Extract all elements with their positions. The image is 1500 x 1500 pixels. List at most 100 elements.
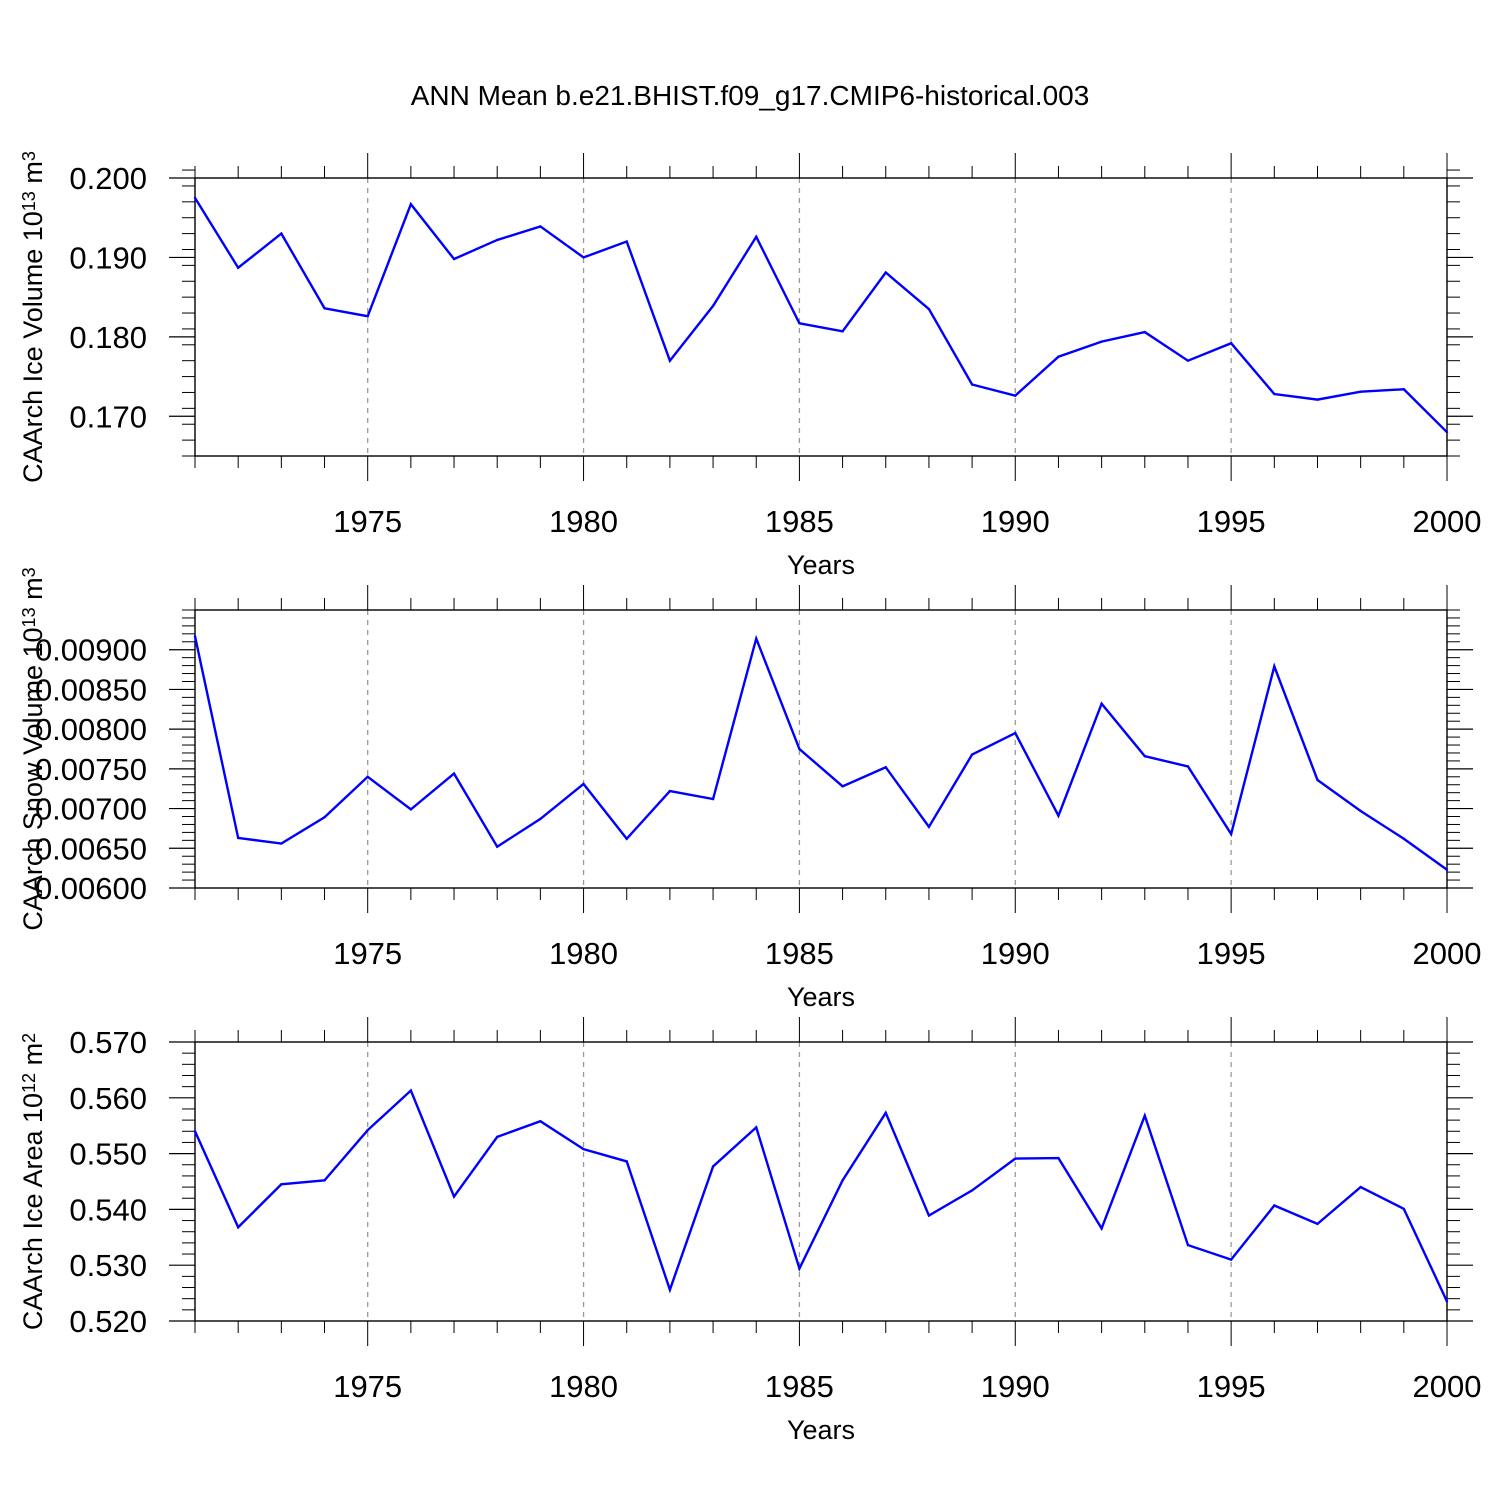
y-tick-label: 0.540 [69,1192,147,1227]
y-tick-label: 0.00800 [35,712,147,747]
data-point [1316,1222,1319,1226]
x-tick-label: 1975 [333,936,402,971]
panel-2: 0.00600 0.00650 0.00700 0.00750 0.00800 0.008… [18,567,1481,1012]
data-point [236,836,240,840]
data-point [711,797,715,801]
plot-frame [194,177,1448,457]
y-tick-label: 0.00750 [35,752,147,787]
data-point [1100,340,1103,343]
y-tick-label: 0.570 [69,1025,147,1060]
data-point [280,232,283,235]
data-point [539,225,542,228]
data-point [1186,359,1190,362]
data-point [1273,392,1276,396]
data-point [711,304,715,308]
data-point [841,330,844,333]
data-point [366,775,369,778]
data-point [755,637,758,640]
data-series-line [193,1088,1449,1302]
data-point [323,1179,326,1182]
data-point [755,235,758,238]
data-point [668,359,672,362]
data-point [1186,1243,1190,1247]
data-point [1445,430,1449,434]
data-point [1100,702,1103,705]
data-point [496,238,499,242]
y-tick-label: 0.00600 [35,871,147,906]
data-point [668,1288,672,1291]
data-point [539,817,542,821]
data-point [927,307,931,311]
data-point [582,782,585,786]
x-tick-label: 1985 [765,504,834,539]
data-point [539,1120,542,1123]
panel-1: 0.170 0.180 0.190 0.200 1975 1980 1985 1990 1995… [18,151,1481,580]
data-point [1143,330,1146,334]
data-point [798,747,801,751]
x-tick-label: 1980 [549,936,618,971]
x-tick-label: 2000 [1413,1369,1482,1404]
data-point [970,1189,974,1192]
y-tick-label: 0.00650 [35,831,147,866]
data-point [798,322,801,325]
data-point [798,1267,801,1270]
data-point [193,635,197,638]
chart-panels: 0.170 0.180 0.190 0.200 1975 1980 1985 1990 1995… [18,151,1481,1445]
data-point [280,842,283,845]
plot-frame [194,1041,1448,1322]
x-tick-label: 2000 [1413,936,1482,971]
data-point [970,753,974,756]
data-point [1445,868,1449,871]
y-tick-label: 0.190 [69,240,147,275]
data-point [236,1226,240,1229]
data-point [1014,1157,1017,1160]
y-tick-label: 0.550 [69,1137,147,1172]
x-axis-title: Years [787,1415,855,1445]
data-point [1273,665,1276,668]
data-point [1229,342,1233,345]
data-point [323,307,326,310]
data-point [1359,390,1362,393]
x-tick-label: 1990 [981,936,1050,971]
data-point [1100,1227,1103,1230]
data-point [1445,1300,1449,1303]
x-axis-title: Years [787,982,855,1012]
y-tick-label: 0.00900 [35,633,147,668]
x-tick-label: 1980 [549,1369,618,1404]
y-tick-label: 0.530 [69,1248,147,1283]
y-tick-label: 0.200 [69,161,147,196]
data-point [668,789,672,793]
data-point [1359,809,1362,813]
y-axis-title: CAArch Ice Area 1012 m2 [18,1033,48,1330]
data-point [1402,388,1406,391]
y-tick-label: 0.00700 [35,792,147,827]
data-point [711,1165,715,1168]
y-tick-label: 0.520 [69,1304,147,1339]
data-point [625,1160,628,1163]
data-point [582,1147,585,1151]
chart-title: ANN Mean b.e21.BHIST.f09_g17.CMIP6-histo… [411,80,1090,111]
data-point [409,808,413,811]
data-point [927,1214,931,1217]
x-tick-label: 1985 [765,936,834,971]
data-point [366,1128,369,1132]
data-point [1273,1204,1276,1207]
data-point [1057,814,1060,817]
y-axis-title: CAArch Ice Volume 1013 m3 [18,151,48,483]
y-tick-label: 0.180 [69,320,147,355]
data-point [193,196,197,200]
x-tick-label: 1975 [333,504,402,539]
data-point [452,772,456,775]
data-point [1057,355,1060,358]
panel-3: 0.520 0.530 0.540 0.550 0.560 0.570 1975 1980 19… [18,1017,1481,1445]
y-axis-title: CAArch Snow Volume 1013 m3 [18,567,48,930]
data-point [582,256,585,259]
data-point [841,785,844,788]
data-point [496,1135,499,1139]
data-point [1359,1185,1362,1189]
data-point [1143,754,1146,758]
x-tick-label: 1980 [549,504,618,539]
plot-frame [194,609,1448,889]
data-point [884,1111,887,1115]
x-tick-label: 2000 [1413,504,1482,539]
